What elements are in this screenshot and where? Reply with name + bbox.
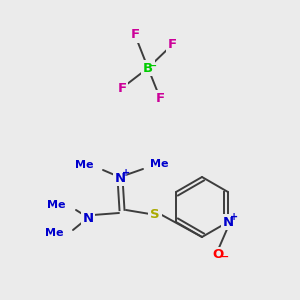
Text: +: +: [230, 212, 238, 222]
Text: −: −: [221, 252, 229, 262]
Text: Me: Me: [47, 200, 66, 210]
Text: B: B: [143, 61, 153, 74]
Text: N: N: [114, 172, 126, 184]
Text: +: +: [122, 168, 130, 178]
Text: F: F: [117, 82, 127, 94]
Text: F: F: [155, 92, 165, 104]
Text: Me: Me: [150, 159, 169, 169]
Text: −: −: [149, 61, 157, 71]
Text: N: N: [82, 212, 94, 224]
Text: S: S: [150, 208, 160, 220]
Text: Me: Me: [44, 228, 63, 238]
Text: F: F: [167, 38, 177, 52]
Text: Me: Me: [74, 160, 93, 170]
Text: O: O: [212, 248, 224, 262]
Text: N: N: [222, 215, 233, 229]
Text: F: F: [130, 28, 140, 41]
